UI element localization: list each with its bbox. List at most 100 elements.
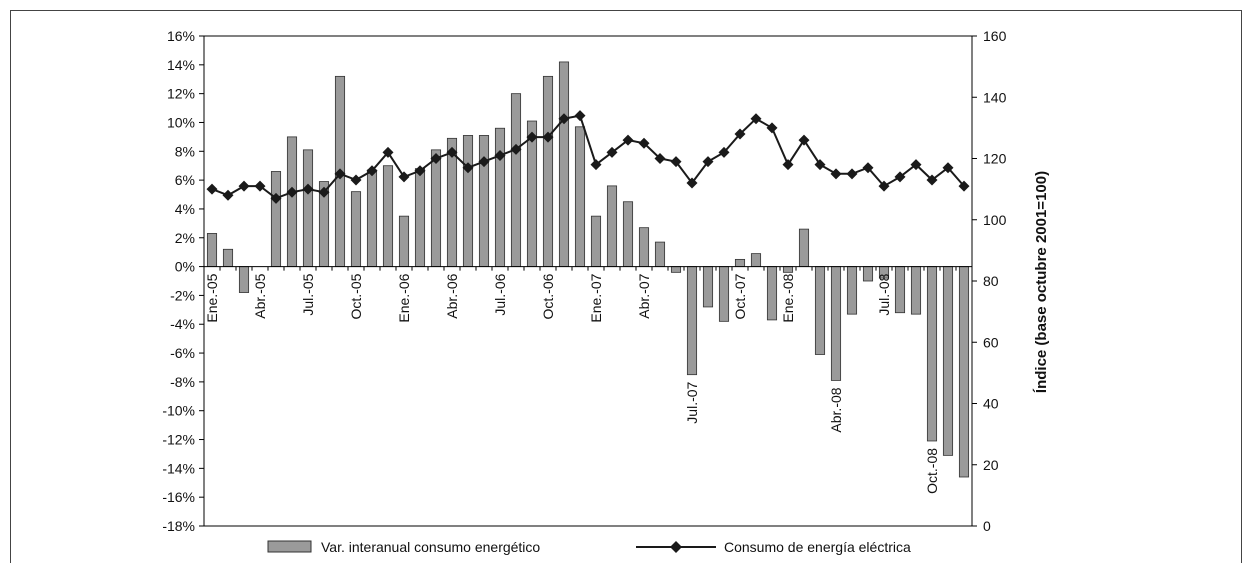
line-point <box>702 156 714 168</box>
line-point <box>430 153 442 164</box>
bar <box>862 266 874 282</box>
line-point <box>926 174 938 186</box>
bar <box>830 266 842 381</box>
line-point <box>510 143 522 155</box>
line-point <box>782 159 794 171</box>
legend-line-label: Consumo de energía eléctrica <box>724 539 911 555</box>
line-point <box>734 128 746 140</box>
line-point <box>766 122 778 134</box>
right-axis-tick-label: 40 <box>983 396 999 412</box>
bar <box>718 266 730 322</box>
line-point <box>814 159 826 171</box>
bar <box>366 169 378 267</box>
bar <box>734 258 746 267</box>
line-point <box>558 113 570 125</box>
line-point <box>910 159 922 171</box>
line-point <box>350 174 362 186</box>
bar <box>814 266 826 355</box>
x-axis-tick-label: Ene.-05 <box>204 273 220 322</box>
line-point <box>622 134 634 146</box>
left-axis-tick-label: -18% <box>162 518 195 534</box>
bar <box>510 93 522 267</box>
line-point <box>254 180 266 192</box>
line-point <box>414 165 426 177</box>
legend-line-marker <box>670 541 682 553</box>
right-axis-title: Índice (base octubre 2001=100) <box>1033 171 1050 393</box>
legend-bar-label: Var. interanual consumo energético <box>321 539 540 555</box>
line-point <box>862 162 874 174</box>
bar-series <box>206 61 970 478</box>
bar <box>926 266 938 442</box>
right-axis-tick-label: 80 <box>983 273 999 289</box>
line-point <box>750 113 762 125</box>
x-axis-tick-label: Ene.-08 <box>780 273 796 322</box>
left-axis-tick-label: -2% <box>170 287 195 303</box>
bar <box>798 228 810 267</box>
x-axis-tick-label: Abr.-05 <box>252 273 268 318</box>
line-point <box>382 146 394 158</box>
x-axis-tick-label: Ene.-07 <box>588 273 604 322</box>
line-point <box>446 146 458 158</box>
line-point <box>206 183 218 195</box>
line-point <box>286 186 298 198</box>
bar <box>350 191 362 267</box>
bar <box>894 266 906 314</box>
right-axis-tick-label: 100 <box>983 212 1007 228</box>
x-axis-ticks <box>203 266 973 271</box>
line-point <box>302 183 314 195</box>
left-axis-tick-label: -14% <box>162 460 195 476</box>
left-axis-tick-label: -16% <box>162 489 195 505</box>
line-point <box>222 189 234 201</box>
bar <box>558 61 570 267</box>
left-axis-tick-label: 12% <box>167 86 195 102</box>
left-axis-tick-label: 16% <box>167 28 195 44</box>
bar <box>686 266 698 376</box>
left-axis-tick-label: 0% <box>175 259 195 275</box>
x-axis-tick-label: Oct.-05 <box>348 273 364 319</box>
line-point <box>638 137 650 149</box>
bar <box>398 215 410 267</box>
left-axis-tick-label: -12% <box>162 432 195 448</box>
line-point <box>462 162 474 174</box>
x-axis-tick-label: Oct.-08 <box>924 448 940 494</box>
line-point <box>270 192 282 204</box>
line-point <box>494 149 506 161</box>
bar <box>606 185 618 267</box>
x-axis-tick-label: Ene.-06 <box>396 273 412 322</box>
bar <box>222 248 234 267</box>
bar <box>526 120 538 267</box>
x-axis-tick-label: Abr.-07 <box>636 273 652 318</box>
line-series <box>206 110 970 204</box>
left-axis: 16% 14% 12% 10% 8% 6% 4% 2% 0% -2% -4% -6% -8% -10% -1… <box>162 28 204 534</box>
right-axis-tick-label: 60 <box>983 334 999 350</box>
bar <box>238 266 250 293</box>
right-axis-tick-label: 160 <box>983 28 1007 44</box>
left-axis-tick-label: 8% <box>175 143 195 159</box>
right-axis-tick-label: 120 <box>983 151 1007 167</box>
bar <box>302 149 314 267</box>
left-axis-tick-label: -10% <box>162 403 195 419</box>
bar <box>430 149 442 267</box>
x-axis-tick-label: Abr.-06 <box>444 273 460 318</box>
bar <box>638 227 650 267</box>
line-point <box>958 180 970 192</box>
left-axis-tick-label: -4% <box>170 316 195 332</box>
x-axis-tick-label: Jul.-07 <box>684 381 700 423</box>
bar <box>542 75 554 267</box>
bar <box>942 266 954 456</box>
bar <box>590 215 602 267</box>
right-axis: 0 20 40 60 80 100 120 140 160 <box>972 28 1007 534</box>
line-point <box>942 162 954 174</box>
bar <box>414 168 426 267</box>
x-axis-tick-label: Oct.-07 <box>732 273 748 319</box>
bar <box>782 266 794 273</box>
line-point <box>606 146 618 158</box>
right-axis-tick-label: 20 <box>983 457 999 473</box>
left-axis-tick-label: 10% <box>167 114 195 130</box>
line-point <box>590 159 602 171</box>
bar <box>478 135 490 267</box>
line-point <box>878 180 890 192</box>
line-point <box>318 186 330 198</box>
line-point <box>718 146 730 158</box>
